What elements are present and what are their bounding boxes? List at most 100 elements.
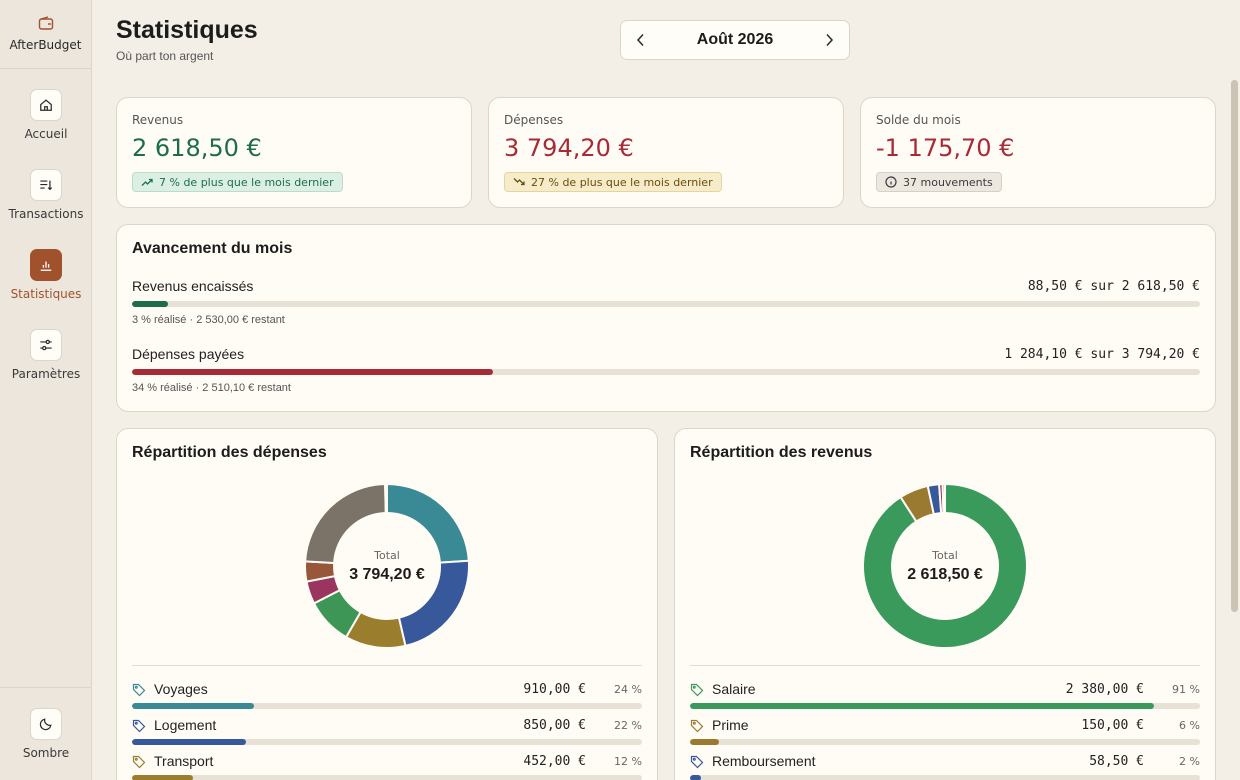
home-icon (30, 89, 62, 121)
donut-total-value: 3 794,20 € (349, 565, 425, 583)
revenus-breakdown-card: Répartition des revenus Total 2 618,50 €… (674, 428, 1216, 780)
tag-icon (690, 719, 704, 733)
kpi-card-solde: Solde du mois -1 175,70 € 37 mouvements (860, 97, 1216, 208)
category-bar-fill (132, 703, 255, 709)
depenses-progress-track (132, 369, 1200, 375)
category-percent: 22 % (614, 719, 642, 732)
category-percent: 91 % (1172, 683, 1200, 696)
category-bar-track (132, 703, 642, 709)
sidebar-item-label: Statistiques (10, 287, 82, 301)
scrollbar-thumb[interactable] (1231, 80, 1238, 612)
category-bar-fill (690, 775, 702, 780)
depenses-donut-slice[interactable] (384, 482, 388, 515)
theme-toggle[interactable]: Sombre (0, 708, 92, 760)
revenus-donut: Total 2 618,50 € (860, 481, 1030, 651)
badge-text: 27 % de plus que le mois dernier (531, 175, 713, 189)
bar-chart-icon (30, 249, 62, 281)
previous-month-button[interactable] (631, 30, 651, 50)
tag-icon (690, 755, 704, 769)
revenus-category-row[interactable]: Remboursement 58,50 € 2 % (690, 753, 1200, 780)
sidebar-item-transactions[interactable]: Transactions (0, 169, 92, 221)
current-month: Août 2026 (696, 31, 774, 48)
page-title: Statistiques (116, 16, 258, 44)
revenus-donut-slice[interactable] (862, 482, 1028, 649)
sidebar-item-parametres[interactable]: Paramètres (0, 329, 92, 381)
progress-title: Avancement du mois (132, 240, 293, 257)
kpi-value: 3 794,20 € (504, 134, 634, 162)
depenses-progress-caption: 34 % réalisé · 2 510,10 € restant (132, 382, 291, 394)
sidebar-footer: Sombre (0, 687, 92, 780)
page-subtitle: Où part ton argent (116, 49, 214, 63)
category-bar-fill (132, 739, 247, 745)
revenus-donut-chart (862, 482, 1028, 649)
category-bar-track (132, 775, 642, 780)
donut-total-value: 2 618,50 € (907, 565, 983, 583)
sidebar: AfterBudget Accueil Transactions Statist… (0, 0, 92, 780)
revenus-progress-label: Revenus encaissés (132, 278, 254, 294)
donut-total-label: Total (374, 548, 400, 562)
tag-icon (132, 755, 146, 769)
depenses-progress-label: Dépenses payées (132, 346, 245, 362)
category-amount: 2 380,00 € (1065, 682, 1144, 697)
category-bar-track (690, 775, 1200, 780)
category-amount: 452,00 € (523, 754, 586, 769)
depenses-breakdown-card: Répartition des dépenses Total 3 794,20 … (116, 428, 658, 780)
depenses-donut: Total 3 794,20 € (302, 481, 472, 651)
tag-icon (690, 683, 704, 697)
category-bar-fill (690, 739, 720, 745)
revenus-category-row[interactable]: Salaire 2 380,00 € 91 % (690, 681, 1200, 717)
depenses-category-row[interactable]: Transport 452,00 € 12 % (132, 753, 642, 780)
category-percent: 2 % (1179, 755, 1200, 768)
sidebar-item-accueil[interactable]: Accueil (0, 89, 92, 141)
sidebar-item-label: Transactions (8, 207, 84, 221)
depenses-progress-amount: 1 284,10 € sur 3 794,20 € (1004, 347, 1200, 362)
sidebar-item-label: Accueil (24, 127, 68, 141)
category-name: Prime (712, 717, 749, 733)
depenses-category-row[interactable]: Voyages 910,00 € 24 % (132, 681, 642, 717)
category-bar-track (132, 739, 642, 745)
sliders-icon (30, 329, 62, 361)
category-name: Voyages (154, 681, 208, 697)
donut-center: Total 3 794,20 € (302, 481, 472, 651)
kpi-value: 2 618,50 € (132, 134, 262, 162)
depenses-donut-chart (304, 482, 470, 649)
category-amount: 850,00 € (523, 718, 586, 733)
badge-text: 37 mouvements (903, 175, 993, 189)
category-name: Salaire (712, 681, 756, 697)
app-name: AfterBudget (9, 38, 82, 52)
trend-down-icon (513, 178, 525, 186)
depenses-category-row[interactable]: Logement 850,00 € 22 % (132, 717, 642, 753)
page-scrollbar[interactable] (1230, 80, 1240, 620)
tag-icon (132, 719, 146, 733)
revenus-progress-amount: 88,50 € sur 2 618,50 € (1027, 279, 1200, 294)
category-amount: 150,00 € (1081, 718, 1144, 733)
divider (132, 665, 642, 666)
category-amount: 58,50 € (1089, 754, 1144, 769)
tag-icon (132, 683, 146, 697)
trend-badge: 7 % de plus que le mois dernier (132, 172, 343, 192)
donut-center: Total 2 618,50 € (860, 481, 1030, 651)
revenus-category-row[interactable]: Prime 150,00 € 6 % (690, 717, 1200, 753)
revenus-donut-slice[interactable] (941, 482, 946, 515)
revenus-progress-track (132, 301, 1200, 307)
info-icon (885, 176, 897, 188)
next-month-button[interactable] (819, 30, 839, 50)
chevron-right-icon (826, 33, 834, 47)
category-percent: 24 % (614, 683, 642, 696)
badge-text: 7 % de plus que le mois dernier (159, 175, 334, 189)
divider (690, 665, 1200, 666)
brand[interactable]: AfterBudget (0, 0, 91, 69)
category-bar-fill (690, 703, 1154, 709)
depenses-progress-fill (132, 369, 493, 375)
list-sort-icon (30, 169, 62, 201)
depenses-breakdown-title: Répartition des dépenses (132, 444, 327, 461)
sidebar-item-label: Paramètres (11, 367, 81, 381)
sidebar-item-statistiques[interactable]: Statistiques (0, 249, 92, 301)
category-name: Logement (154, 717, 217, 733)
wallet-icon (38, 16, 53, 30)
kpi-label: Solde du mois (876, 113, 961, 127)
category-amount: 910,00 € (523, 682, 586, 697)
theme-toggle-label: Sombre (22, 746, 70, 760)
kpi-card-revenus: Revenus 2 618,50 € 7 % de plus que le mo… (116, 97, 472, 208)
category-bar-track (690, 739, 1200, 745)
